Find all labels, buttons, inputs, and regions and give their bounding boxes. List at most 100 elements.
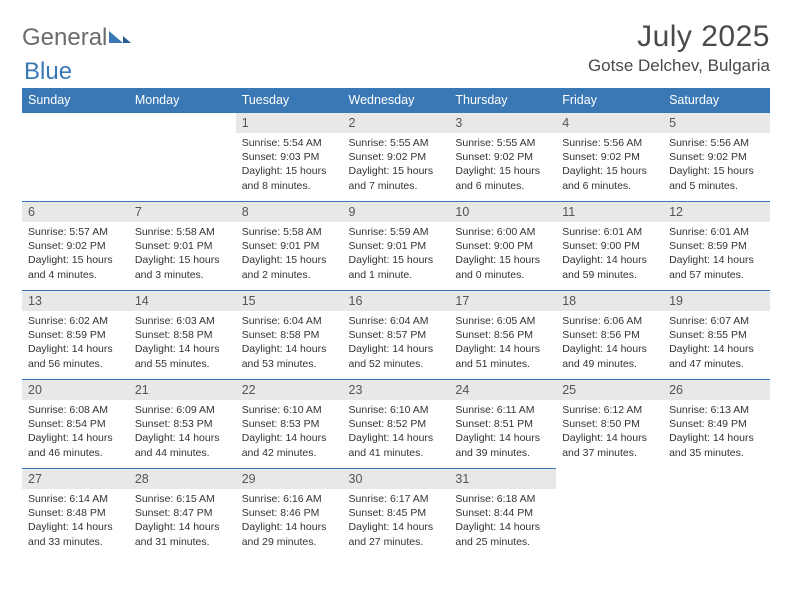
calendar-cell: 11Sunrise: 6:01 AMSunset: 9:00 PMDayligh… [556,202,663,291]
calendar-cell: 8Sunrise: 5:58 AMSunset: 9:01 PMDaylight… [236,202,343,291]
day-details: Sunrise: 6:10 AMSunset: 8:52 PMDaylight:… [343,400,450,465]
day-details: Sunrise: 5:59 AMSunset: 9:01 PMDaylight:… [343,222,450,287]
day-number: 15 [236,291,343,311]
day-number: 11 [556,202,663,222]
calendar-cell: 1Sunrise: 5:54 AMSunset: 9:03 PMDaylight… [236,113,343,202]
day-number: 8 [236,202,343,222]
calendar-cell: 23Sunrise: 6:10 AMSunset: 8:52 PMDayligh… [343,380,450,469]
calendar-cell: 22Sunrise: 6:10 AMSunset: 8:53 PMDayligh… [236,380,343,469]
calendar-cell: 15Sunrise: 6:04 AMSunset: 8:58 PMDayligh… [236,291,343,380]
calendar-cell: 16Sunrise: 6:04 AMSunset: 8:57 PMDayligh… [343,291,450,380]
calendar-cell: 12Sunrise: 6:01 AMSunset: 8:59 PMDayligh… [663,202,770,291]
calendar-cell: 24Sunrise: 6:11 AMSunset: 8:51 PMDayligh… [449,380,556,469]
day-number: 26 [663,380,770,400]
day-details: Sunrise: 6:13 AMSunset: 8:49 PMDaylight:… [663,400,770,465]
weekday-header-row: SundayMondayTuesdayWednesdayThursdayFrid… [22,88,770,113]
day-number: 19 [663,291,770,311]
day-details: Sunrise: 6:12 AMSunset: 8:50 PMDaylight:… [556,400,663,465]
day-details: Sunrise: 6:01 AMSunset: 8:59 PMDaylight:… [663,222,770,287]
day-number: 2 [343,113,450,133]
day-number: 16 [343,291,450,311]
weekday-sunday: Sunday [22,88,129,113]
day-number: 4 [556,113,663,133]
weekday-wednesday: Wednesday [343,88,450,113]
day-details: Sunrise: 6:08 AMSunset: 8:54 PMDaylight:… [22,400,129,465]
day-details: Sunrise: 6:06 AMSunset: 8:56 PMDaylight:… [556,311,663,376]
calendar-cell [129,113,236,202]
calendar-cell: 10Sunrise: 6:00 AMSunset: 9:00 PMDayligh… [449,202,556,291]
logo-icon [109,24,131,52]
day-details: Sunrise: 6:04 AMSunset: 8:58 PMDaylight:… [236,311,343,376]
logo: General [22,20,133,52]
day-details: Sunrise: 6:18 AMSunset: 8:44 PMDaylight:… [449,489,556,554]
day-number: 5 [663,113,770,133]
day-details: Sunrise: 6:11 AMSunset: 8:51 PMDaylight:… [449,400,556,465]
calendar-cell [22,113,129,202]
day-details: Sunrise: 6:02 AMSunset: 8:59 PMDaylight:… [22,311,129,376]
day-details: Sunrise: 6:15 AMSunset: 8:47 PMDaylight:… [129,489,236,554]
calendar-row: 20Sunrise: 6:08 AMSunset: 8:54 PMDayligh… [22,380,770,469]
calendar-cell: 28Sunrise: 6:15 AMSunset: 8:47 PMDayligh… [129,469,236,558]
day-details: Sunrise: 5:58 AMSunset: 9:01 PMDaylight:… [129,222,236,287]
day-number: 24 [449,380,556,400]
day-number: 14 [129,291,236,311]
day-details: Sunrise: 6:03 AMSunset: 8:58 PMDaylight:… [129,311,236,376]
day-details: Sunrise: 5:56 AMSunset: 9:02 PMDaylight:… [663,133,770,198]
calendar-cell: 9Sunrise: 5:59 AMSunset: 9:01 PMDaylight… [343,202,450,291]
calendar-row: 6Sunrise: 5:57 AMSunset: 9:02 PMDaylight… [22,202,770,291]
day-details: Sunrise: 5:55 AMSunset: 9:02 PMDaylight:… [343,133,450,198]
day-details: Sunrise: 6:01 AMSunset: 9:00 PMDaylight:… [556,222,663,287]
day-number: 3 [449,113,556,133]
calendar-row: 13Sunrise: 6:02 AMSunset: 8:59 PMDayligh… [22,291,770,380]
calendar-cell [663,469,770,558]
day-number: 6 [22,202,129,222]
weekday-monday: Monday [129,88,236,113]
day-number: 31 [449,469,556,489]
day-details: Sunrise: 5:55 AMSunset: 9:02 PMDaylight:… [449,133,556,198]
calendar-cell: 30Sunrise: 6:17 AMSunset: 8:45 PMDayligh… [343,469,450,558]
day-details: Sunrise: 6:16 AMSunset: 8:46 PMDaylight:… [236,489,343,554]
calendar-table: SundayMondayTuesdayWednesdayThursdayFrid… [22,88,770,558]
day-number: 30 [343,469,450,489]
logo-text-general: General [22,24,107,52]
calendar-cell: 3Sunrise: 5:55 AMSunset: 9:02 PMDaylight… [449,113,556,202]
day-number: 17 [449,291,556,311]
day-number: 23 [343,380,450,400]
calendar-cell: 14Sunrise: 6:03 AMSunset: 8:58 PMDayligh… [129,291,236,380]
calendar-cell: 29Sunrise: 6:16 AMSunset: 8:46 PMDayligh… [236,469,343,558]
day-number: 1 [236,113,343,133]
calendar-cell: 26Sunrise: 6:13 AMSunset: 8:49 PMDayligh… [663,380,770,469]
calendar-cell: 18Sunrise: 6:06 AMSunset: 8:56 PMDayligh… [556,291,663,380]
calendar-cell: 17Sunrise: 6:05 AMSunset: 8:56 PMDayligh… [449,291,556,380]
calendar-cell: 4Sunrise: 5:56 AMSunset: 9:02 PMDaylight… [556,113,663,202]
weekday-thursday: Thursday [449,88,556,113]
day-details: Sunrise: 5:58 AMSunset: 9:01 PMDaylight:… [236,222,343,287]
calendar-row: 27Sunrise: 6:14 AMSunset: 8:48 PMDayligh… [22,469,770,558]
month-title: July 2025 [588,20,770,54]
day-number: 7 [129,202,236,222]
day-number: 29 [236,469,343,489]
day-details: Sunrise: 6:10 AMSunset: 8:53 PMDaylight:… [236,400,343,465]
day-number: 12 [663,202,770,222]
calendar-row: 1Sunrise: 5:54 AMSunset: 9:03 PMDaylight… [22,113,770,202]
day-details: Sunrise: 5:54 AMSunset: 9:03 PMDaylight:… [236,133,343,198]
calendar-cell: 7Sunrise: 5:58 AMSunset: 9:01 PMDaylight… [129,202,236,291]
day-number: 21 [129,380,236,400]
day-number: 22 [236,380,343,400]
calendar-cell: 5Sunrise: 5:56 AMSunset: 9:02 PMDaylight… [663,113,770,202]
day-details: Sunrise: 5:57 AMSunset: 9:02 PMDaylight:… [22,222,129,287]
calendar-cell: 6Sunrise: 5:57 AMSunset: 9:02 PMDaylight… [22,202,129,291]
weekday-tuesday: Tuesday [236,88,343,113]
day-details: Sunrise: 6:07 AMSunset: 8:55 PMDaylight:… [663,311,770,376]
day-number: 27 [22,469,129,489]
day-number: 9 [343,202,450,222]
calendar-cell: 20Sunrise: 6:08 AMSunset: 8:54 PMDayligh… [22,380,129,469]
title-block: July 2025 Gotse Delchev, Bulgaria [588,20,770,76]
calendar-cell: 2Sunrise: 5:55 AMSunset: 9:02 PMDaylight… [343,113,450,202]
calendar-cell: 19Sunrise: 6:07 AMSunset: 8:55 PMDayligh… [663,291,770,380]
calendar-cell [556,469,663,558]
day-details: Sunrise: 6:05 AMSunset: 8:56 PMDaylight:… [449,311,556,376]
day-details: Sunrise: 6:14 AMSunset: 8:48 PMDaylight:… [22,489,129,554]
calendar-cell: 13Sunrise: 6:02 AMSunset: 8:59 PMDayligh… [22,291,129,380]
weekday-saturday: Saturday [663,88,770,113]
